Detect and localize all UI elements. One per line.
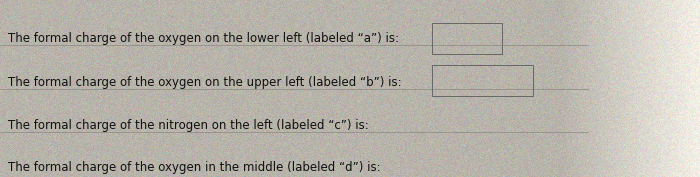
Text: The formal charge of the oxygen on the lower left (labeled “a”) is:: The formal charge of the oxygen on the l… <box>8 32 400 45</box>
Text: The formal charge of the oxygen on the upper left (labeled “b”) is:: The formal charge of the oxygen on the u… <box>8 76 402 89</box>
Bar <box>432 65 533 96</box>
Text: The formal charge of the nitrogen on the left (labeled “c”) is:: The formal charge of the nitrogen on the… <box>8 119 369 132</box>
Text: The formal charge of the oxygen in the middle (labeled “d”) is:: The formal charge of the oxygen in the m… <box>8 161 381 174</box>
Bar <box>432 23 502 54</box>
